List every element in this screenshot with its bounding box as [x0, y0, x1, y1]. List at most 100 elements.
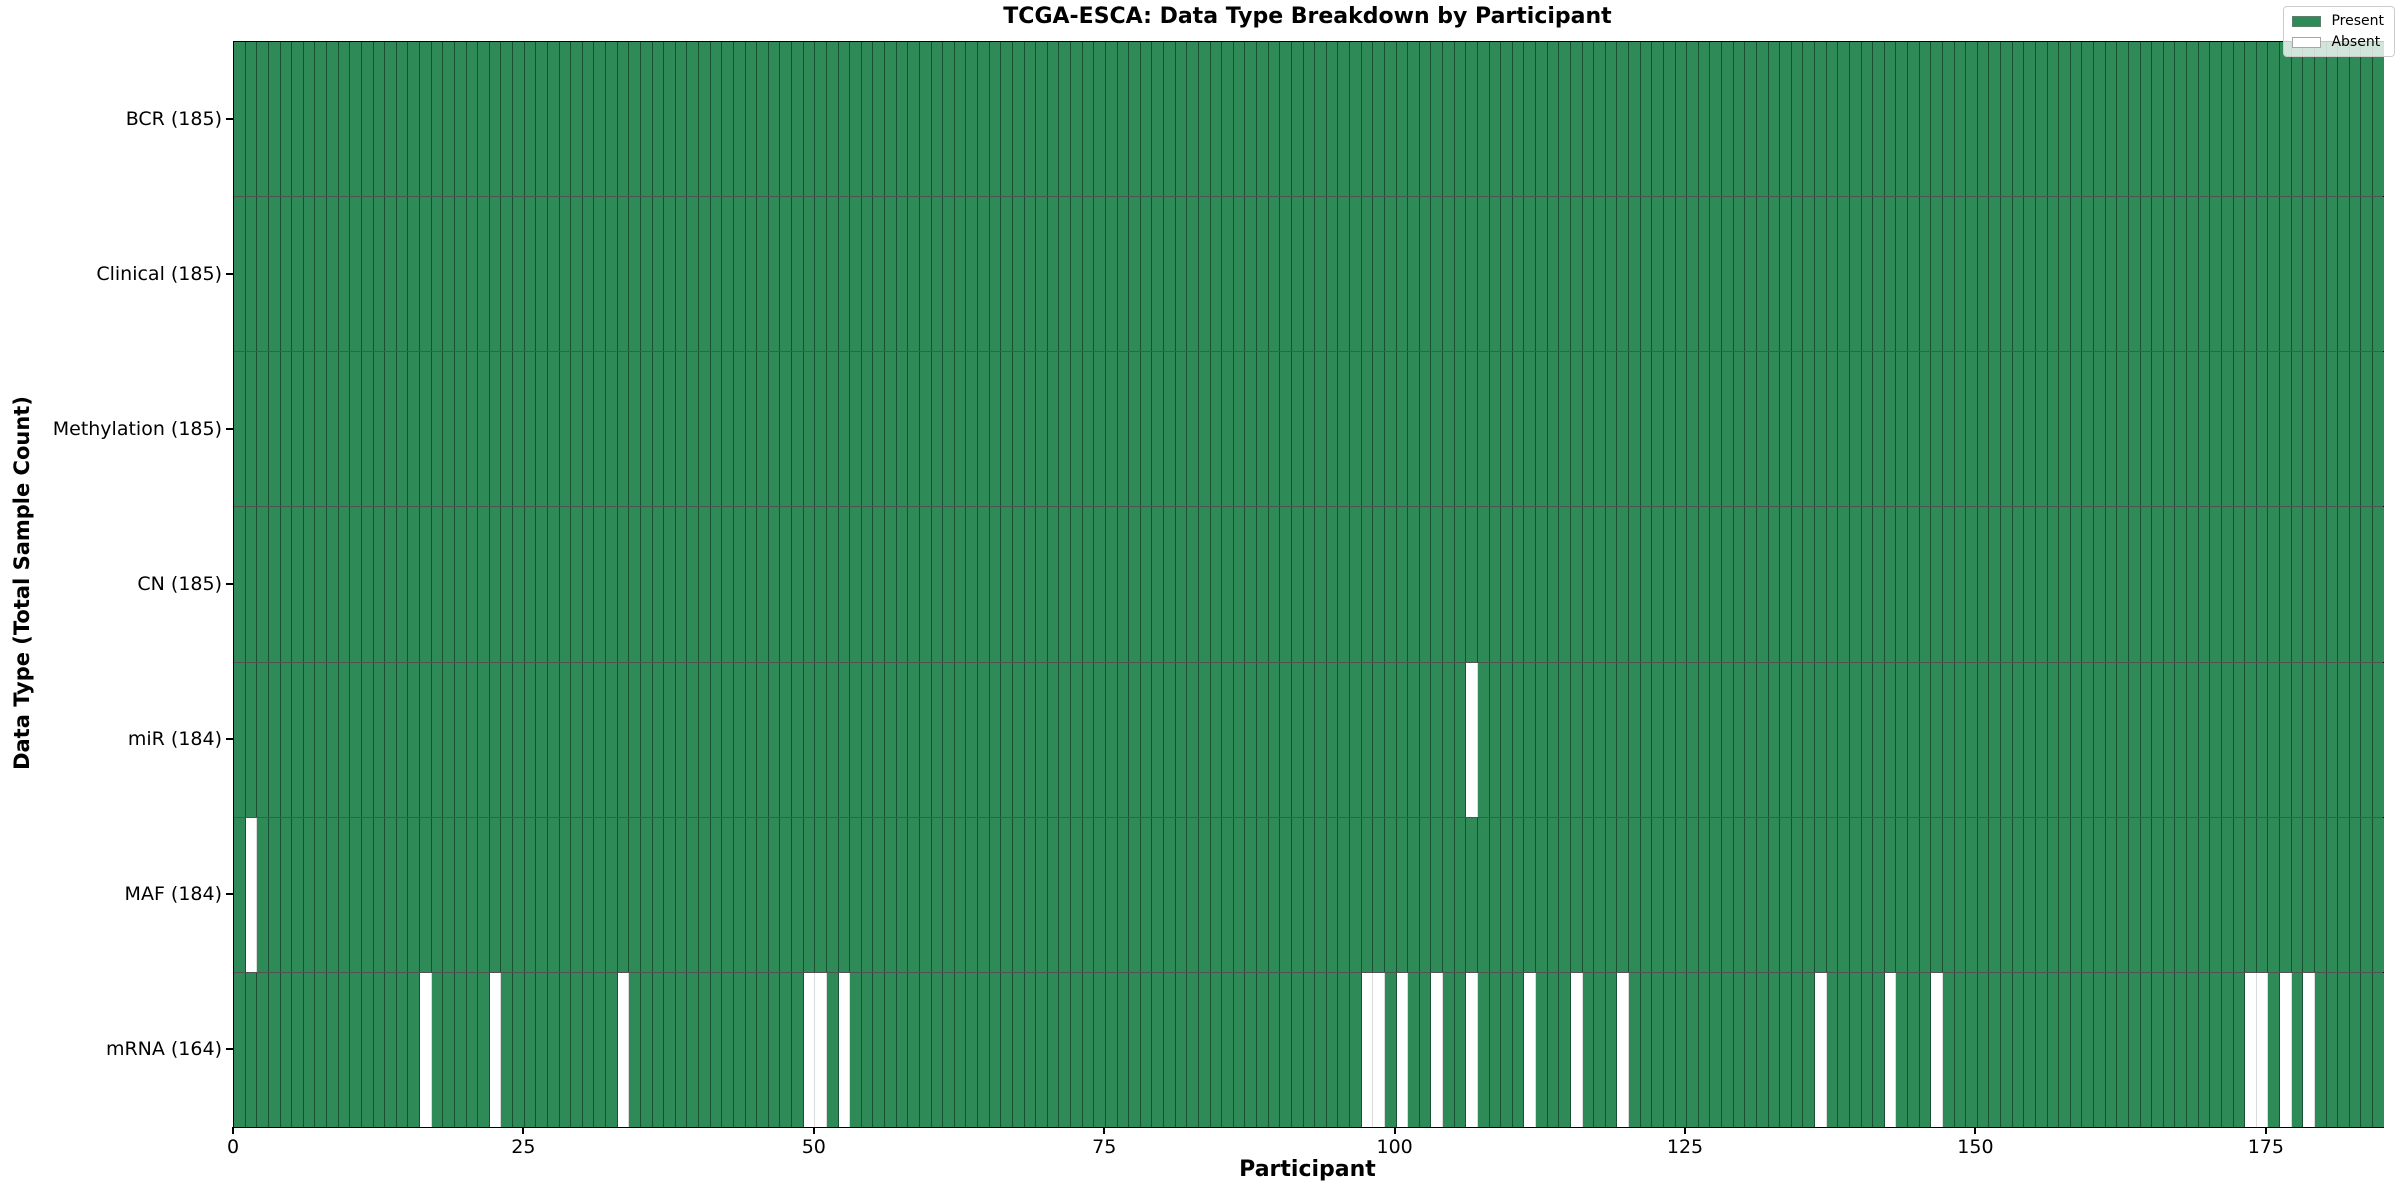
cell — [2361, 662, 2373, 817]
cell — [1756, 817, 1769, 972]
cell — [1338, 972, 1350, 1127]
cell — [780, 972, 792, 1127]
cell — [1257, 817, 1269, 972]
cell — [1210, 817, 1223, 972]
cell — [757, 42, 769, 197]
cell — [1326, 972, 1339, 1127]
cell — [1524, 662, 1536, 817]
cell — [1896, 352, 1908, 507]
cell — [1024, 352, 1037, 507]
cell — [640, 197, 653, 352]
cell — [245, 662, 258, 817]
cell — [1419, 352, 1432, 507]
cell — [396, 972, 409, 1127]
cell — [2291, 352, 2304, 507]
cell — [931, 352, 944, 507]
cell — [1396, 507, 1409, 662]
cell — [943, 352, 955, 507]
cell — [1919, 972, 1932, 1127]
cell — [1768, 507, 1781, 662]
cell — [1687, 42, 1699, 197]
cell — [1536, 817, 1548, 972]
cell — [664, 197, 676, 352]
cell — [2221, 662, 2234, 817]
cell — [896, 42, 909, 197]
cell — [687, 662, 699, 817]
cell — [757, 507, 769, 662]
cell — [2291, 197, 2304, 352]
cell — [1547, 507, 1560, 662]
cell — [1140, 197, 1153, 352]
cell — [1722, 972, 1734, 1127]
cell — [454, 352, 467, 507]
cell — [1501, 662, 1513, 817]
cell — [2105, 972, 2118, 1127]
cell — [768, 352, 781, 507]
cell — [1524, 352, 1536, 507]
cell — [1303, 817, 1316, 972]
cell — [1733, 972, 1746, 1127]
cell — [780, 817, 792, 972]
cell — [873, 662, 885, 817]
cell — [1291, 662, 1304, 817]
cell — [1303, 972, 1316, 1127]
cell — [1884, 42, 1897, 197]
cell — [2303, 197, 2315, 352]
cell — [315, 817, 327, 972]
cell — [1350, 662, 1362, 817]
cell — [2024, 662, 2036, 817]
cell — [606, 42, 618, 197]
cell — [2256, 817, 2269, 972]
cell — [1536, 42, 1548, 197]
cell — [1756, 662, 1769, 817]
cell — [1919, 197, 1932, 352]
cell — [385, 352, 397, 507]
cell — [826, 817, 839, 972]
cell — [2198, 817, 2211, 972]
cell — [1384, 197, 1397, 352]
cell — [1187, 352, 1199, 507]
cell — [1396, 972, 1409, 1127]
cell — [2128, 662, 2141, 817]
cell — [1361, 507, 1374, 662]
cell — [617, 42, 630, 197]
cell — [606, 507, 618, 662]
cell — [978, 352, 990, 507]
cell — [2198, 662, 2211, 817]
cell — [268, 352, 281, 507]
cell — [1838, 197, 1850, 352]
cell — [2233, 42, 2246, 197]
cell — [373, 817, 386, 972]
cell — [559, 662, 572, 817]
cell — [1547, 972, 1560, 1127]
cell — [2187, 972, 2199, 1127]
cell — [2198, 197, 2211, 352]
cell — [978, 662, 990, 817]
cell — [1501, 197, 1513, 352]
cell — [1338, 352, 1350, 507]
cell — [1780, 972, 1792, 1127]
cell — [408, 352, 420, 507]
cell — [1373, 662, 1385, 817]
cell — [850, 352, 862, 507]
cell — [1152, 197, 1164, 352]
cell — [2163, 197, 2176, 352]
cell — [257, 817, 269, 972]
cell — [722, 662, 734, 817]
cell — [1257, 42, 1269, 197]
cell — [2105, 662, 2118, 817]
cell — [1245, 817, 1257, 972]
cell — [1245, 42, 1257, 197]
cell — [2326, 817, 2339, 972]
cell — [1361, 42, 1374, 197]
cell — [1047, 662, 1060, 817]
cell — [443, 197, 455, 352]
cell — [2035, 42, 2048, 197]
cell — [1059, 352, 1071, 507]
cell — [234, 197, 246, 352]
cell — [1233, 507, 1246, 662]
cell — [1303, 352, 1316, 507]
cell — [699, 352, 711, 507]
y-axis-label: Data Type (Total Sample Count) — [10, 396, 34, 770]
cell — [2152, 507, 2164, 662]
